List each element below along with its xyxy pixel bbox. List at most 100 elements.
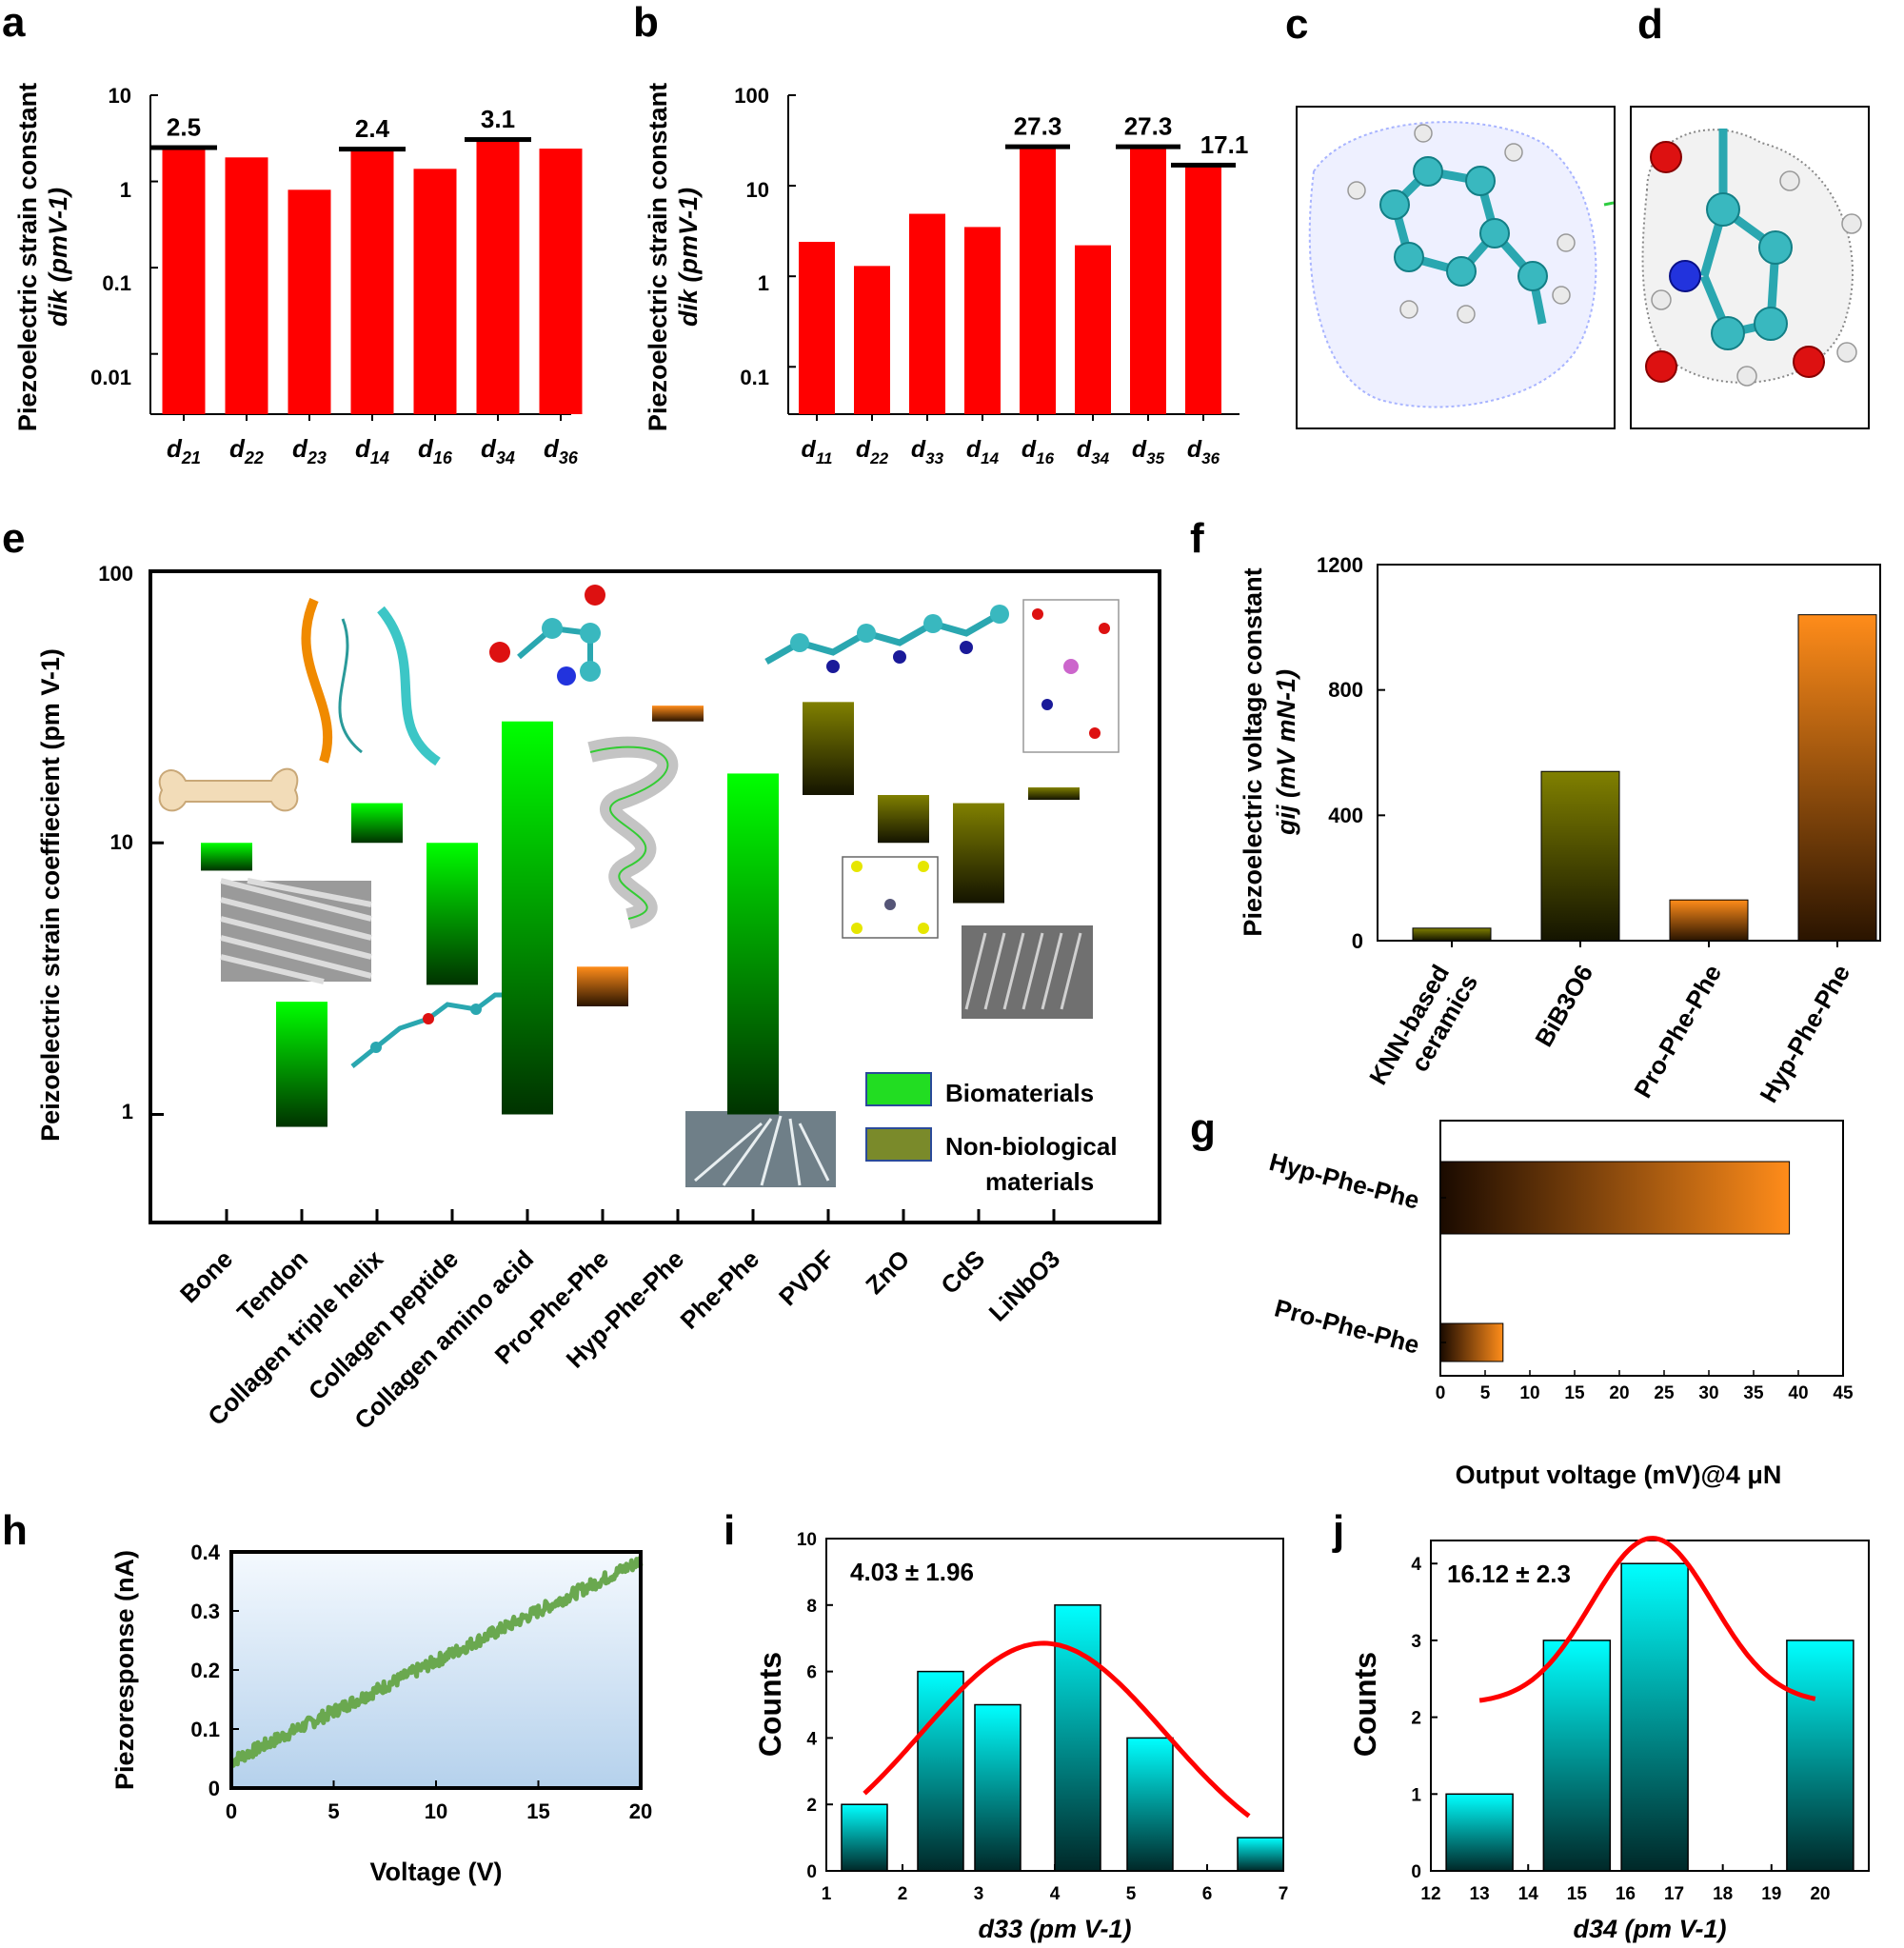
chart-f-ylabel-2: gij (mV mN-1): [1272, 669, 1300, 836]
legend-biomaterials-swatch: [865, 1072, 932, 1106]
chart-g-bar: [1439, 1161, 1791, 1235]
chart-b-data-label: 27.3: [1124, 112, 1173, 141]
chart-i-ytick-label: 2: [806, 1796, 817, 1816]
chart-a-xtick-label: d34: [481, 434, 515, 467]
chart-b-data-label: 17.1: [1200, 130, 1249, 159]
chart-b-xtick-label: d14: [966, 436, 1000, 467]
chart-e-ylabel: Peizoelectric strain coeffiecient (pm V-…: [36, 648, 65, 1142]
chart-e-range-bar: [1028, 787, 1080, 801]
chart-i-xtick-label: 7: [1279, 1884, 1289, 1904]
chart-g-xtick-label: 10: [1519, 1383, 1539, 1403]
chart-e-frame: [149, 569, 1161, 1224]
chart-b-ytick-1: 10: [746, 178, 769, 202]
chart-a-data-label: 3.1: [481, 105, 515, 133]
chart-b-xtick-label: d36: [1187, 436, 1220, 467]
chart-b-xtick-label: d33: [911, 436, 944, 467]
chart-b-bar: [1020, 146, 1056, 414]
chart-b-data-label: 27.3: [1014, 112, 1062, 141]
chart-g-xlabel: Output voltage (mV)@4 μN: [1456, 1461, 1782, 1489]
chart-b-bar: [799, 242, 835, 414]
chart-e-xtick-label: Bone: [174, 1244, 238, 1308]
chart-a-bar: [162, 147, 206, 415]
chart-g-ytick-label: Pro-Phe-Phe: [1272, 1293, 1422, 1359]
amino-acid-illustration: [489, 585, 605, 686]
chart-a-bar: [413, 169, 457, 415]
panel-label-e: e: [2, 515, 25, 562]
zno-sem-image: [685, 1111, 836, 1187]
legend-nonbio-label-line1: Non-biological: [945, 1132, 1118, 1161]
chart-b-xtick-label: d35: [1132, 436, 1165, 467]
chart-a-xtick-label: d21: [167, 434, 201, 467]
pvdf-chain-illustration: [764, 605, 1009, 673]
chart-f-bar: [1412, 927, 1492, 942]
panel-label-f: f: [1190, 515, 1204, 562]
chart-b-ylabel-1: Piezoelectric strain constant: [644, 83, 672, 431]
chart-j-xtick-label: 17: [1664, 1884, 1684, 1904]
chart-a-ylabel-1: Piezoelectric strain constant: [13, 83, 42, 431]
chart-j-ytick-label: 0: [1411, 1862, 1421, 1882]
chart-j-xtick-label: 12: [1420, 1884, 1440, 1904]
chart-i-xtick-label: 6: [1202, 1884, 1213, 1904]
chart-a-annotation-bar: [150, 145, 217, 150]
chart-e-ytick-2: 1: [122, 1100, 133, 1123]
chart-h: 0 5 10 15 20 0 0.1 0.2 0.3 0.4 Voltage (V) Piezor…: [110, 1541, 652, 1886]
chart-f-ytick-0: 0: [1352, 929, 1363, 953]
chart-b-xtick-label: d34: [1077, 436, 1110, 467]
chart-f-ytick-1: 400: [1328, 804, 1363, 827]
chart-a-ytick-1: 1: [120, 178, 131, 202]
zns-crystal-illustration: [842, 856, 939, 939]
chart-b-ytick-0: 100: [734, 84, 769, 108]
chart-h-xtick-label: 0: [226, 1799, 237, 1823]
chart-a-ytick-2: 0.1: [102, 271, 131, 295]
chart-e-ytick-0: 100: [98, 562, 133, 586]
chart-i-bar: [917, 1670, 964, 1872]
chart-b-annotation-bar: [1005, 144, 1070, 149]
triple-helix-illustration: [301, 598, 441, 766]
chart-j-fit-curve: [1478, 1536, 1816, 1703]
chart-g-xtick-label: 30: [1698, 1383, 1718, 1403]
phe-phe-helix-illustration: [587, 736, 679, 929]
chart-j-bar: [1620, 1562, 1689, 1872]
chart-f-ytick-3: 1200: [1317, 553, 1363, 577]
chart-a-data-label: 2.4: [355, 114, 390, 143]
chart-f-xtick-label: Hyp-Phe-Phe: [1754, 960, 1855, 1107]
chart-e-ytick-1: 10: [110, 830, 133, 854]
chart-e-range-bar: [502, 721, 553, 1115]
chart-f-ylabel-1: Piezoelectric voltage constant: [1239, 567, 1267, 936]
chart-h-xlabel: Voltage (V): [369, 1858, 502, 1886]
chart-a-data-label: 2.5: [167, 113, 201, 142]
chart-i-ytick-label: 8: [806, 1597, 817, 1617]
chart-i-ylabel: Counts: [753, 1652, 787, 1757]
chart-b-ytick-3: 0.1: [740, 366, 769, 389]
panel-label-d: d: [1637, 1, 1663, 48]
chart-e-range-bar: [803, 702, 854, 796]
molecule-render-c: [1296, 106, 1616, 429]
cds-sem-image: [962, 925, 1093, 1019]
chart-j-bar: [1786, 1640, 1854, 1872]
chart-f-frame: [1377, 564, 1881, 942]
chart-h-xtick-label: 5: [327, 1799, 339, 1823]
panel-label-g: g: [1190, 1105, 1216, 1152]
chart-j-xtick-label: 19: [1761, 1884, 1781, 1904]
chart-h-xtick-label: 15: [526, 1799, 549, 1823]
chart-e-xtick-label: ZnO: [860, 1244, 915, 1300]
chart-e-xtick-label: Phe-Phe: [674, 1244, 764, 1335]
chart-i-xlabel: d33 (pm V-1): [978, 1915, 1131, 1943]
chart-b-ylabel-2: dik (pmV-1): [674, 188, 703, 327]
chart-g-xtick-label: 35: [1743, 1383, 1764, 1403]
chart-j-ylabel: Counts: [1348, 1652, 1382, 1757]
chart-b-xtick-label: d16: [1021, 436, 1055, 467]
chart-a-annotation-bar: [339, 147, 406, 152]
chart-b-ytick-2: 1: [758, 271, 769, 295]
legend-nonbio-label: Non-biological materials: [945, 1132, 1124, 1196]
chart-i-xtick-label: 1: [822, 1884, 832, 1904]
chart-i-bar: [841, 1803, 888, 1872]
chart-f-ytick-2: 800: [1328, 678, 1363, 702]
chart-i-bar: [1126, 1737, 1174, 1872]
legend-nonbio-swatch: [865, 1127, 932, 1162]
